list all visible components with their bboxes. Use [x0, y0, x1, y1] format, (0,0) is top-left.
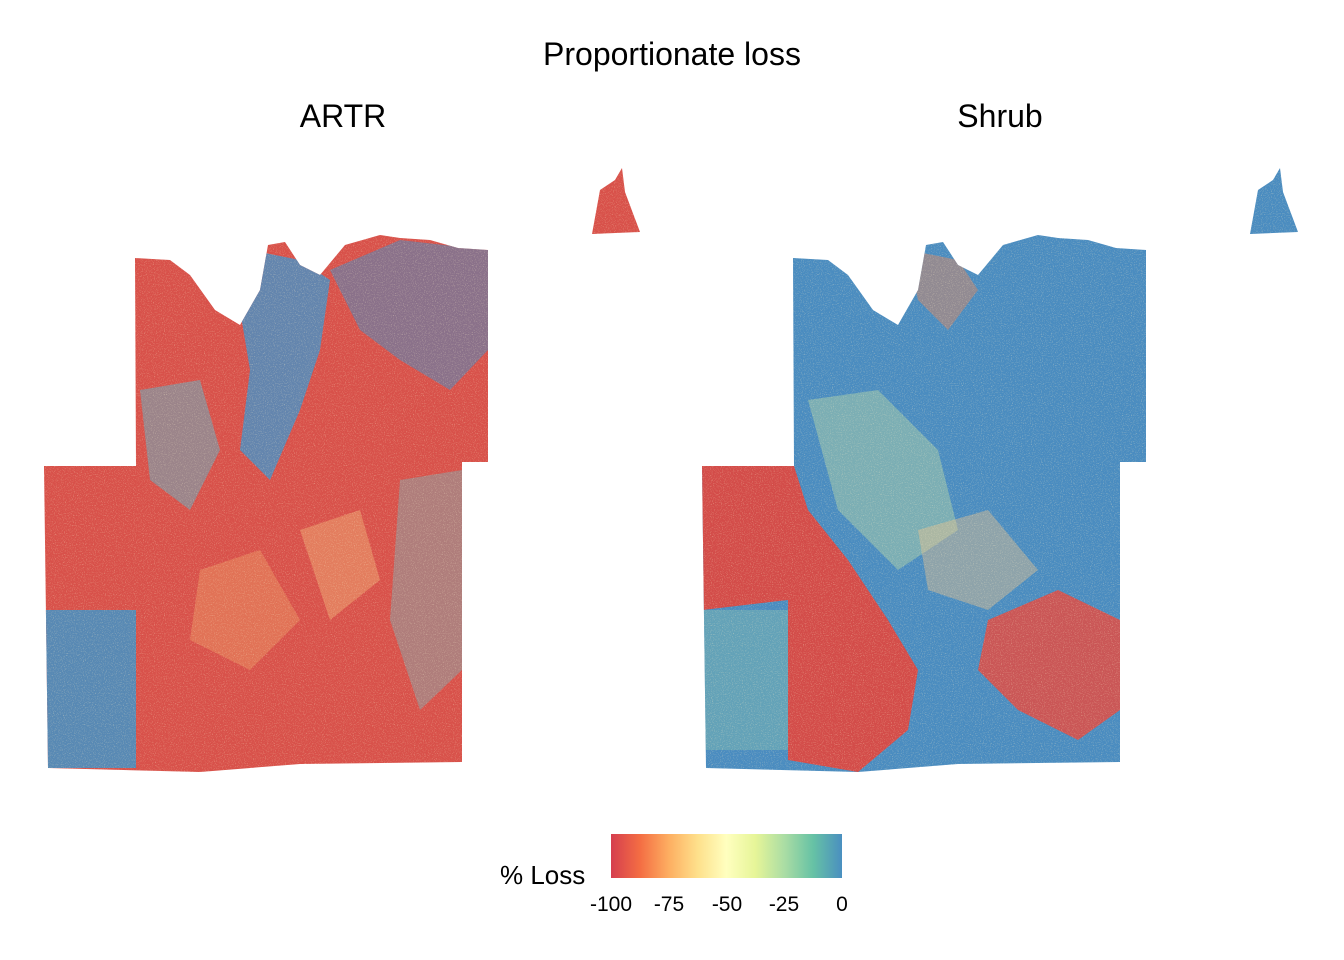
legend-tick	[669, 878, 670, 884]
legend-tick-label: -75	[653, 893, 685, 916]
legend-tick	[727, 878, 728, 884]
map-panel-shrub	[702, 168, 1298, 772]
map-title: Proportionate loss	[543, 36, 801, 72]
panel-title-shrub: Shrub	[957, 98, 1043, 134]
panel-title-artr: ARTR	[299, 98, 387, 134]
legend-tick	[784, 878, 785, 884]
map-panel-artr	[44, 168, 640, 772]
legend-tick	[611, 878, 612, 884]
legend-tick-label: 0	[836, 893, 848, 916]
legend-tick	[841, 878, 842, 884]
legend-title: % Loss	[500, 860, 586, 890]
legend-tick-label: -50	[711, 893, 743, 916]
legend-color-bar	[611, 834, 842, 878]
legend-tick-label: -100	[589, 893, 633, 916]
legend-tick-label: -25	[768, 893, 800, 916]
